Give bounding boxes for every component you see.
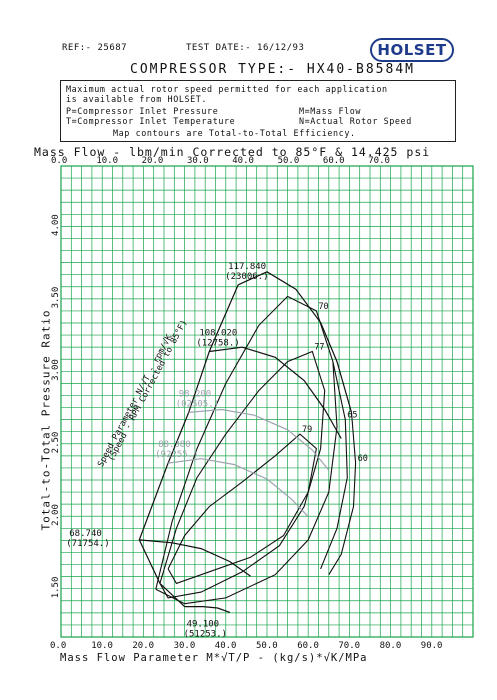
- y-tick-label: 4.00: [51, 214, 61, 236]
- info-box: Maximum actual rotor speed permitted for…: [60, 80, 456, 142]
- top-tick-label: 70.0: [368, 156, 390, 166]
- speed-line-rpm: (51253.): [184, 630, 227, 640]
- test-date: TEST DATE:- 16/12/93: [186, 43, 305, 53]
- speed-line-rpm: (02505.): [176, 399, 219, 409]
- info-t-definition: T=Compressor Inlet Temperature: [66, 116, 236, 126]
- top-axis-title: Mass Flow - lbm/min Corrected to 85°F & …: [34, 145, 431, 159]
- y-tick-label: 3.50: [51, 287, 61, 309]
- speed-line-label: 108.020: [199, 329, 237, 339]
- y-tick-label: 3.00: [51, 359, 61, 381]
- efficiency-label: 79: [302, 425, 312, 435]
- y-tick-label: 1.50: [51, 577, 61, 599]
- top-tick-label: 0.0: [51, 156, 67, 166]
- speed-line-rpm: (71754.): [66, 539, 109, 549]
- efficiency-contour: [328, 412, 357, 575]
- speed-line: [139, 539, 251, 577]
- speed-line-label: 117.840: [228, 262, 266, 272]
- info-p-definition: P=Compressor Inlet Pressure: [66, 106, 219, 116]
- x-tick-label: 60.0: [297, 641, 319, 651]
- x-tick-label: 10.0: [91, 641, 113, 651]
- speed-line-rpm: (23006.): [225, 272, 268, 282]
- speed-line-label: 49.100: [187, 620, 220, 630]
- top-tick-label: 50.0: [278, 156, 300, 166]
- chart-title: COMPRESSOR TYPE:- HX40-B8584M: [130, 62, 415, 77]
- holset-logo: HOLSET: [370, 38, 454, 62]
- info-line-1: Maximum actual rotor speed permitted for…: [66, 84, 388, 94]
- x-axis-title: Mass Flow Parameter M*√T/P - (kg/s)*√K/M…: [60, 652, 368, 664]
- y-tick-label: 2.50: [51, 432, 61, 454]
- top-tick-label: 30.0: [187, 156, 209, 166]
- speed-line: [237, 271, 353, 413]
- speed-line-rpm: (92255.): [155, 450, 198, 460]
- top-tick-label: 10.0: [96, 156, 118, 166]
- x-tick-label: 20.0: [132, 641, 154, 651]
- speed-line-label: 88.380: [158, 440, 191, 450]
- x-tick-label: 70.0: [338, 641, 360, 651]
- speed-line-label: 98.200: [179, 389, 212, 399]
- speed-line: [209, 346, 342, 439]
- efficiency-label: 70: [318, 302, 328, 312]
- plot-frame: [60, 165, 474, 638]
- x-tick-label: 80.0: [380, 641, 402, 651]
- speed-line: [188, 408, 330, 471]
- efficiency-contour: [167, 433, 317, 585]
- efficiency-contour: [159, 350, 326, 599]
- info-line-2: is available from HOLSET.: [66, 94, 208, 104]
- x-tick-label: 40.0: [215, 641, 237, 651]
- top-tick-label: 60.0: [323, 156, 345, 166]
- speed-line-label: 68.740: [69, 529, 102, 539]
- x-tick-label: 30.0: [174, 641, 196, 651]
- speed-line-rpm: (12758.): [196, 339, 239, 349]
- speed-line: [168, 458, 309, 518]
- efficiency-label: 77: [314, 343, 324, 353]
- y-tick-label: 2.00: [51, 504, 61, 526]
- efficiency-label: 65: [347, 411, 357, 421]
- info-line-5: Map contours are Total-to-Total Efficien…: [113, 128, 356, 138]
- x-tick-label: 0.0: [50, 641, 66, 651]
- info-m-definition: M=Mass Flow: [299, 106, 362, 116]
- info-n-definition: N=Actual Rotor Speed: [299, 116, 412, 126]
- top-tick-label: 20.0: [142, 156, 164, 166]
- x-tick-label: 90.0: [421, 641, 443, 651]
- reference-number: REF:- 25687: [62, 43, 128, 53]
- efficiency-label: 60: [358, 454, 368, 464]
- x-tick-label: 50.0: [256, 641, 278, 651]
- top-tick-label: 40.0: [232, 156, 254, 166]
- speed-line: [184, 606, 231, 613]
- efficiency-contour: [320, 361, 348, 570]
